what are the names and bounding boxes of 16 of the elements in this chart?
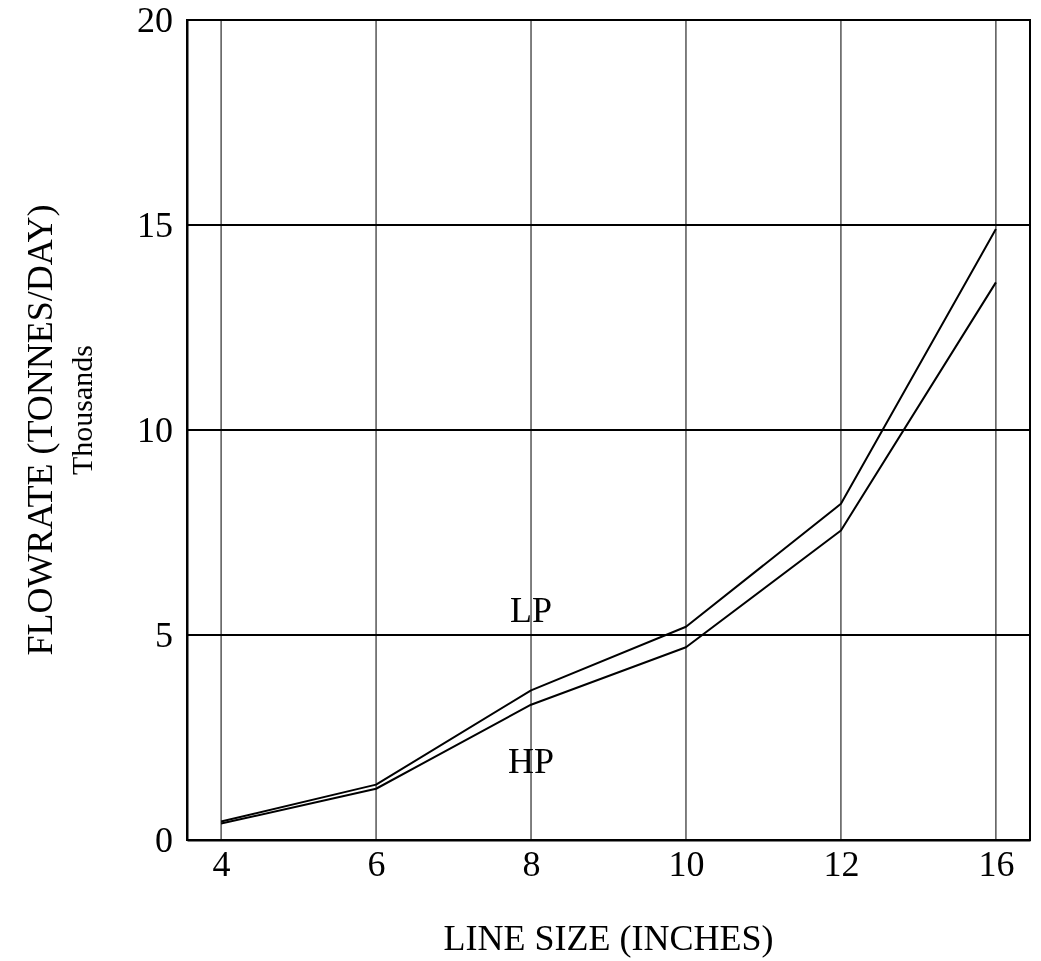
- y-tick-label: 20: [137, 0, 173, 41]
- x-tick-label: 10: [668, 843, 705, 884]
- series-label: LP: [510, 590, 553, 631]
- y-tick-label: 10: [137, 410, 173, 451]
- x-tick-label: 4: [212, 843, 231, 884]
- x-tick-label: 8: [522, 843, 541, 884]
- y-tick-label: 0: [155, 820, 173, 861]
- series-label: HP: [508, 740, 555, 781]
- x-axis-title: LINE SIZE (INCHES): [443, 918, 774, 958]
- y-axis-title: FLOWRATE (TONNES/DAY): [20, 204, 60, 656]
- x-tick-label: 6: [367, 843, 386, 884]
- x-tick-label: 16: [978, 843, 1015, 884]
- y-tick-label: 15: [137, 205, 173, 246]
- text: Thousands: [65, 345, 98, 475]
- y-tick-label: 5: [155, 615, 173, 656]
- x-tick-label: 12: [823, 843, 860, 884]
